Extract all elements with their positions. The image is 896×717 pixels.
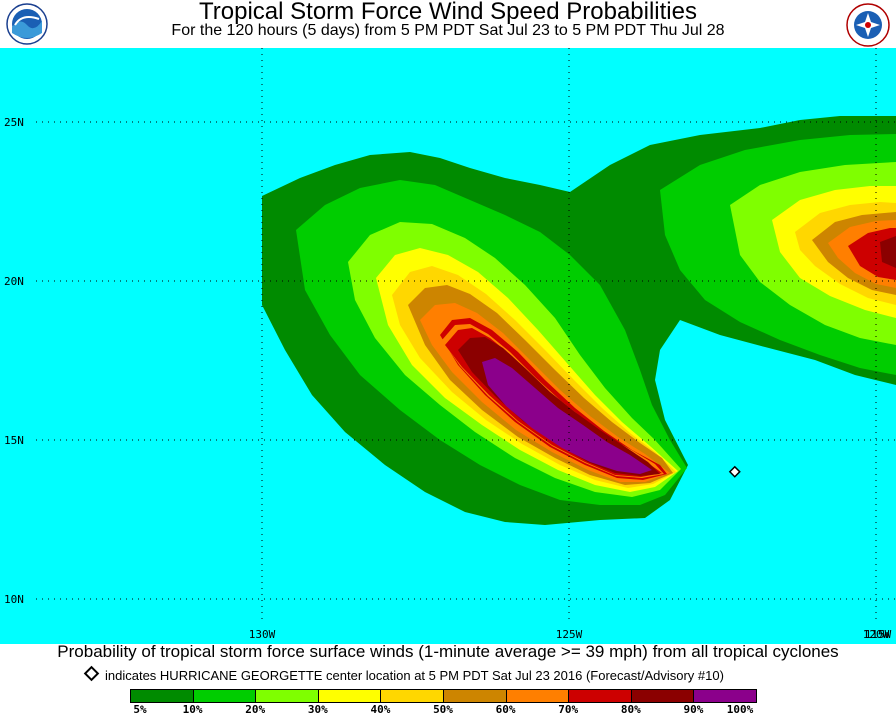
storm-center-note-text: indicates HURRICANE GEORGETTE center loc… [105,668,724,683]
legend-label: 90% [683,703,704,716]
legend-swatch [131,690,194,702]
contour-100pct [482,358,652,474]
longitude-label: 125W [556,628,583,641]
legend-swatch [569,690,632,702]
latitude-labels: 25N 20N 15N 10N [4,116,24,606]
diamond-key-icon [83,665,100,682]
legend-swatch [631,690,695,702]
legend-label: 60% [495,703,516,716]
probability-description: Probability of tropical storm force surf… [57,642,839,661]
legend-swatch [443,690,507,702]
latitude-label: 20N [4,275,24,288]
legend-swatch [694,690,756,702]
latitude-label: 15N [4,434,24,447]
storm-center-note: indicates HURRICANE GEORGETTE center loc… [83,665,724,684]
storm-center-diamond-icon [728,465,741,478]
noaa-logo-icon [6,3,48,45]
longitude-label: 130W [249,628,276,641]
legend-label: 80% [620,703,641,716]
storm-center-marker [728,465,741,478]
legend-swatch [318,690,382,702]
page-subtitle: For the 120 hours (5 days) from 5 PM PDT… [171,22,725,39]
probability-legend [130,689,757,703]
legend-label: 5% [133,703,147,716]
legend-label: 50% [433,703,453,716]
legend-label: 20% [245,703,266,716]
header: Tropical Storm Force Wind Speed Probabil… [0,0,896,48]
latitude-label: 25N [4,116,24,129]
legend-label: 70% [558,703,579,716]
longitude-labels: 140W135W130W125W120W115W [249,628,892,641]
legend-label: 30% [307,703,328,716]
lat-lon-grid [36,48,896,624]
legend-label: 40% [370,703,391,716]
legend-swatch [256,690,319,702]
legend-labels: 5% 10% 20% 30% 40% 50% 60% 70% 80% 90% 100% [0,703,896,717]
east-contour-80pct [880,236,896,268]
longitude-label: 120W [863,628,890,641]
legend-swatch [506,690,570,702]
page-title: Tropical Storm Force Wind Speed Probabil… [199,0,697,25]
legend-label: 10% [182,703,203,716]
legend-swatch [381,690,444,702]
longitude-label: 115W [865,628,892,641]
latitude-label: 10N [4,593,24,606]
legend-swatch [193,690,257,702]
nws-logo-icon [846,3,890,47]
legend-label: 100% [726,703,754,716]
